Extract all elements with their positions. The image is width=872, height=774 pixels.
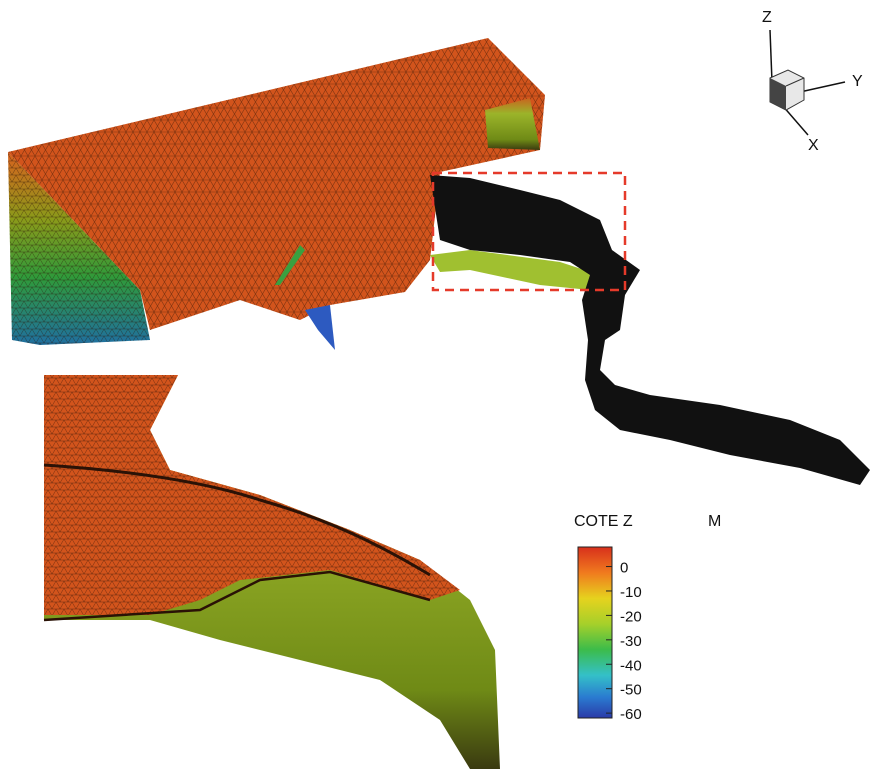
colorbar-tick-label: -60 (620, 706, 642, 723)
inset-mesh (44, 375, 500, 769)
river-mesh (430, 175, 870, 485)
colorbar-tick-label: -10 (620, 584, 642, 601)
colorbar-tick-label: -20 (620, 608, 642, 625)
colorbar-tick-label: -40 (620, 657, 642, 674)
colorbar-scale (578, 547, 612, 718)
colorbar-title: COTE Z (574, 513, 633, 530)
colorbar-tick-label: -50 (620, 682, 642, 699)
axis-label: Y (852, 73, 863, 90)
colorbar-unit: M (708, 513, 721, 530)
figure: Z Y X COTE Z M 0 -10 -20 -30 -40 -50 -60 (0, 0, 872, 769)
colorbar: COTE Z M 0 -10 -20 -30 -40 -50 -60 (574, 513, 721, 723)
colorbar-tick-label: -30 (620, 633, 642, 650)
colorbar-tick-label: 0 (620, 560, 628, 577)
axis-triad: Z Y X (762, 9, 863, 154)
axis-label: X (808, 137, 819, 154)
axis-label: Z (762, 9, 772, 26)
